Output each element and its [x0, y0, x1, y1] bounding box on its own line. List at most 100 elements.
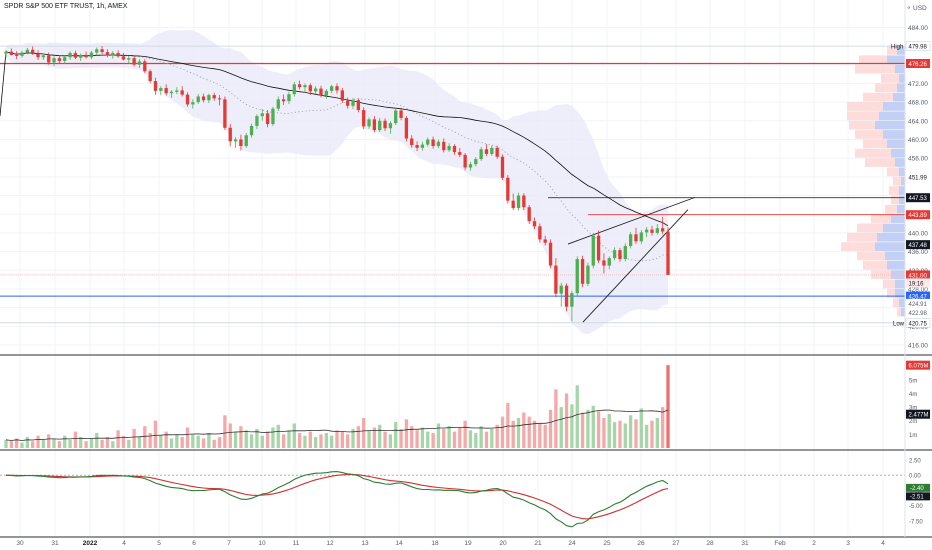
volume-bar — [249, 434, 254, 448]
price-tick-label: 428.00 — [908, 286, 928, 293]
candle-body — [73, 53, 78, 58]
macd-line — [5, 471, 669, 528]
candle-body — [105, 52, 110, 56]
profile-bar-down — [847, 232, 877, 242]
candle-body — [63, 57, 67, 61]
x-tick-label: 28 — [706, 540, 714, 547]
volume-bar — [73, 431, 78, 448]
volume-bar — [548, 409, 553, 448]
x-tick-label: 6 — [192, 540, 196, 547]
volume-bar — [276, 424, 280, 448]
volume-bar — [233, 431, 238, 448]
candles — [4, 46, 670, 322]
candle-body — [169, 91, 174, 94]
candle-body — [276, 99, 280, 109]
volume-bar — [95, 433, 99, 448]
price-tick-label: 484.00 — [908, 25, 928, 32]
price-tag-451: 451.99 — [909, 175, 928, 181]
volume-bar — [511, 420, 515, 448]
volume-bar — [527, 416, 531, 448]
profile-bar-down — [841, 242, 875, 251]
profile-bar-up — [885, 251, 905, 261]
volume-bar — [191, 434, 195, 448]
profile-bar-up — [899, 298, 905, 308]
volume-bar — [185, 427, 190, 448]
volume-bar — [164, 431, 168, 448]
price-tick-label: 468.00 — [908, 100, 928, 107]
volume-bar — [9, 441, 13, 448]
volume-bar — [68, 439, 72, 448]
candle-body — [89, 52, 94, 58]
volume-last-bg — [906, 360, 930, 370]
profile-bar-up — [877, 232, 905, 242]
candle-body — [239, 139, 243, 146]
candle-body — [346, 100, 350, 106]
profile-bar-up — [883, 130, 905, 139]
volume-tick-label: 5m — [909, 378, 917, 384]
price-tick-label: 460.00 — [908, 137, 928, 144]
volume-bar — [623, 423, 627, 448]
candle-body — [271, 108, 275, 125]
profile-bar-down — [857, 251, 885, 261]
volume-bar — [484, 431, 489, 448]
volume-bar — [634, 419, 638, 448]
volume-bar — [255, 428, 259, 448]
candle-body — [47, 55, 51, 63]
x-tick-label: 19 — [464, 540, 472, 547]
candle-body — [20, 52, 24, 56]
volume-bar — [362, 418, 366, 448]
x-tick-label: 4 — [122, 540, 126, 547]
profile-bar-down — [855, 130, 883, 139]
profile-bar-down — [891, 195, 899, 205]
profile-bar-down — [897, 307, 901, 317]
volume-bar — [474, 433, 478, 448]
volume-bar — [137, 437, 142, 448]
candle-body — [84, 54, 88, 58]
volume-bar — [244, 430, 248, 448]
volume-bar — [463, 420, 467, 448]
volume-bar — [340, 431, 344, 448]
volume-bar — [281, 434, 286, 448]
candle-body — [436, 141, 441, 146]
price-tick-label: 416.00 — [908, 342, 928, 349]
profile-bar-down — [865, 158, 895, 167]
candle-body — [303, 85, 307, 88]
volume-bar — [394, 422, 398, 448]
candle-body — [143, 61, 147, 72]
volume-bar — [223, 415, 227, 448]
volume-bar — [666, 365, 670, 448]
price-tag-447: 447.53 — [909, 196, 928, 202]
volume-bar — [356, 426, 361, 448]
volume-bar — [132, 428, 136, 448]
volume-bar — [532, 420, 537, 448]
x-tick-label: 30 — [16, 540, 24, 547]
volume-bar — [319, 434, 323, 448]
profile-bar-up — [895, 158, 905, 167]
volume-bar — [346, 434, 350, 448]
candle-body — [527, 207, 531, 222]
price-tag-437: 437.48 — [909, 243, 928, 249]
volume-bar — [554, 389, 558, 448]
volume-bar — [143, 426, 147, 448]
profile-bar-down — [883, 279, 895, 289]
volume-bar — [367, 430, 371, 448]
volume-bar — [415, 430, 419, 448]
candle-body — [575, 259, 579, 294]
profile-bar-up — [891, 214, 905, 223]
volume-bar — [602, 418, 606, 448]
low-label: Low — [893, 321, 905, 327]
profile-bar-up — [887, 139, 905, 149]
horizontal-levels — [0, 45, 905, 324]
candle-body — [31, 49, 35, 54]
profile-bar-down — [875, 83, 897, 93]
candle-body — [394, 110, 398, 124]
wedge-lower-line — [582, 209, 689, 323]
x-tick-label: 13 — [361, 540, 369, 547]
low-price-tag: 420.75 — [909, 321, 928, 327]
candle-body — [260, 113, 264, 117]
volume-tick-label: 4m — [909, 392, 917, 398]
price-tick-label: 456.00 — [908, 156, 928, 163]
candle-body — [644, 229, 649, 233]
x-tick-label: 18 — [431, 540, 439, 547]
